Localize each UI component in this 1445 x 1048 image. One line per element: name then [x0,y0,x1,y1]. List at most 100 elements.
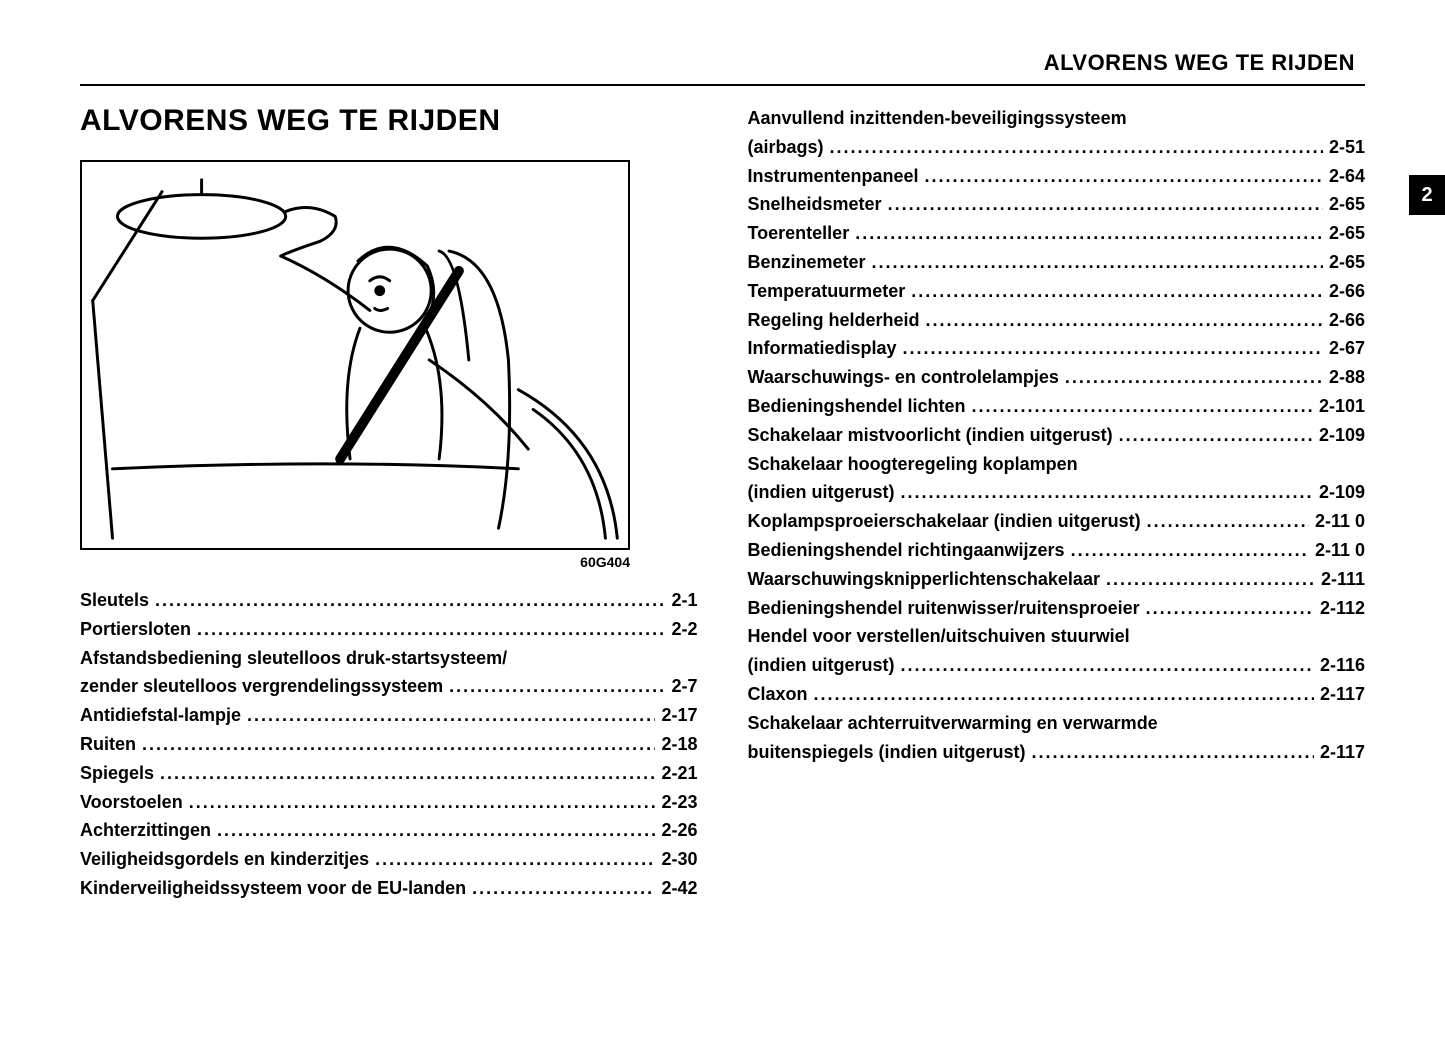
toc-label: (indien uitgerust) [748,651,895,680]
toc-label: (indien uitgerust) [748,478,895,507]
toc-leader-dots [901,478,1313,507]
toc-page-number: 2-67 [1329,334,1365,363]
toc-label: Portiersloten [80,615,191,644]
left-toc: Sleutels 2-1Portiersloten2-2Afstandsbedie… [80,586,698,903]
toc-label: Snelheidsmeter [748,190,882,219]
toc-continuation-line: Schakelaar achterruitverwarming en verwa… [748,709,1366,738]
toc-page-number: 2-51 [1329,133,1365,162]
toc-page-number: 2-116 [1320,651,1365,680]
illustration-caption: 60G404 [80,554,630,570]
toc-label: Waarschuwingsknipperlichtenschakelaar [748,565,1100,594]
toc-leader-dots [830,133,1323,162]
toc-continuation-line: Afstandsbediening sleutelloos druk-start… [80,644,698,673]
toc-leader-dots [888,190,1323,219]
toc-row: Antidiefstal-lampje 2-17 [80,701,698,730]
toc-row: Schakelaar mistvoorlicht (indien uitgeru… [748,421,1366,450]
toc-label: Antidiefstal-lampje [80,701,241,730]
toc-row: Temperatuurmeter2-66 [748,277,1366,306]
toc-label: Instrumentenpaneel [748,162,919,191]
toc-continuation-line: Schakelaar hoogteregeling koplampen [748,450,1366,479]
toc-page-number: 2-66 [1329,306,1365,335]
toc-continuation-line: Aanvullend inzittenden-beveiligingssyste… [748,104,1366,133]
toc-label: zender sleutelloos vergrendelingssysteem [80,672,443,701]
toc-row: Veiligheidsgordels en kinderzitjes2-30 [80,845,698,874]
toc-page-number: 2-30 [661,845,697,874]
toc-label: Koplampsproeierschakelaar (indien uitger… [748,507,1141,536]
toc-page-number: 2-65 [1329,248,1365,277]
toc-row: Ruiten2-18 [80,730,698,759]
toc-leader-dots [926,306,1323,335]
toc-label: Waarschuwings- en controlelampjes [748,363,1059,392]
toc-leader-dots [160,759,655,788]
toc-row: Bedieningshendel richtingaanwijzers2-11 … [748,536,1366,565]
toc-leader-dots [814,680,1314,709]
toc-row: Claxon 2-117 [748,680,1366,709]
toc-row: (indien uitgerust) 2-116 [748,651,1366,680]
toc-page-number: 2-23 [661,788,697,817]
toc-leader-dots [1146,594,1314,623]
toc-label: Achterzittingen [80,816,211,845]
driver-mirror-illustration [82,162,628,548]
toc-leader-dots [1119,421,1313,450]
toc-row: Kinderveiligheidssysteem voor de EU-land… [80,874,698,903]
toc-row: (indien uitgerust) 2-109 [748,478,1366,507]
toc-row: Informatiedisplay 2-67 [748,334,1366,363]
toc-row: Benzinemeter2-65 [748,248,1366,277]
toc-leader-dots [901,651,1314,680]
toc-page-number: 2-64 [1329,162,1365,191]
toc-leader-dots [375,845,655,874]
toc-row: (airbags) 2-51 [748,133,1366,162]
toc-page-number: 2-7 [671,672,697,701]
toc-leader-dots [472,874,655,903]
toc-label: Kinderveiligheidssysteem voor de EU-land… [80,874,466,903]
toc-label: Informatiedisplay [748,334,897,363]
toc-leader-dots [925,162,1323,191]
illustration-frame [80,160,630,550]
toc-label: (airbags) [748,133,824,162]
toc-leader-dots [189,788,656,817]
toc-leader-dots [247,701,655,730]
toc-page-number: 2-18 [661,730,697,759]
toc-page-number: 2-88 [1329,363,1365,392]
toc-row: Toerenteller2-65 [748,219,1366,248]
toc-label: Bedieningshendel lichten [748,392,966,421]
toc-label: Claxon [748,680,808,709]
toc-row: Bedieningshendel lichten 2-101 [748,392,1366,421]
toc-row: Voorstoelen 2-23 [80,788,698,817]
toc-label: Sleutels [80,586,149,615]
toc-label: Voorstoelen [80,788,183,817]
toc-label: Regeling helderheid [748,306,920,335]
toc-page-number: 2-42 [661,874,697,903]
toc-page-number: 2-66 [1329,277,1365,306]
toc-page-number: 2-109 [1319,478,1365,507]
toc-continuation-line: Hendel voor verstellen/uitschuiven stuur… [748,622,1366,651]
toc-leader-dots [1106,565,1315,594]
toc-leader-dots [197,615,665,644]
toc-leader-dots [911,277,1323,306]
section-title: ALVORENS WEG TE RIJDEN [80,104,698,138]
toc-page-number: 2-111 [1321,565,1365,594]
toc-row: Achterzittingen 2-26 [80,816,698,845]
toc-row: buitenspiegels (indien uitgerust)2-117 [748,738,1366,767]
toc-leader-dots [142,730,655,759]
toc-row: Snelheidsmeter2-65 [748,190,1366,219]
toc-page-number: 2-117 [1320,680,1365,709]
toc-row: Bedieningshendel ruitenwisser/ruitenspro… [748,594,1366,623]
content-columns: ALVORENS WEG TE RIJDEN [80,104,1365,903]
toc-leader-dots [1032,738,1314,767]
toc-page-number: 2-101 [1319,392,1365,421]
toc-row: Regeling helderheid 2-66 [748,306,1366,335]
toc-label: Toerenteller [748,219,850,248]
toc-page-number: 2-109 [1319,421,1365,450]
toc-leader-dots [449,672,665,701]
toc-row: Portiersloten2-2 [80,615,698,644]
toc-page-number: 2-17 [661,701,697,730]
toc-label: Spiegels [80,759,154,788]
toc-row: Waarschuwings- en controlelampjes 2-88 [748,363,1366,392]
toc-row: zender sleutelloos vergrendelingssysteem… [80,672,698,701]
toc-page-number: 2-1 [671,586,697,615]
toc-leader-dots [872,248,1323,277]
right-column: Aanvullend inzittenden-beveiligingssyste… [748,104,1366,903]
toc-row: Sleutels 2-1 [80,586,698,615]
toc-page-number: 2-26 [661,816,697,845]
